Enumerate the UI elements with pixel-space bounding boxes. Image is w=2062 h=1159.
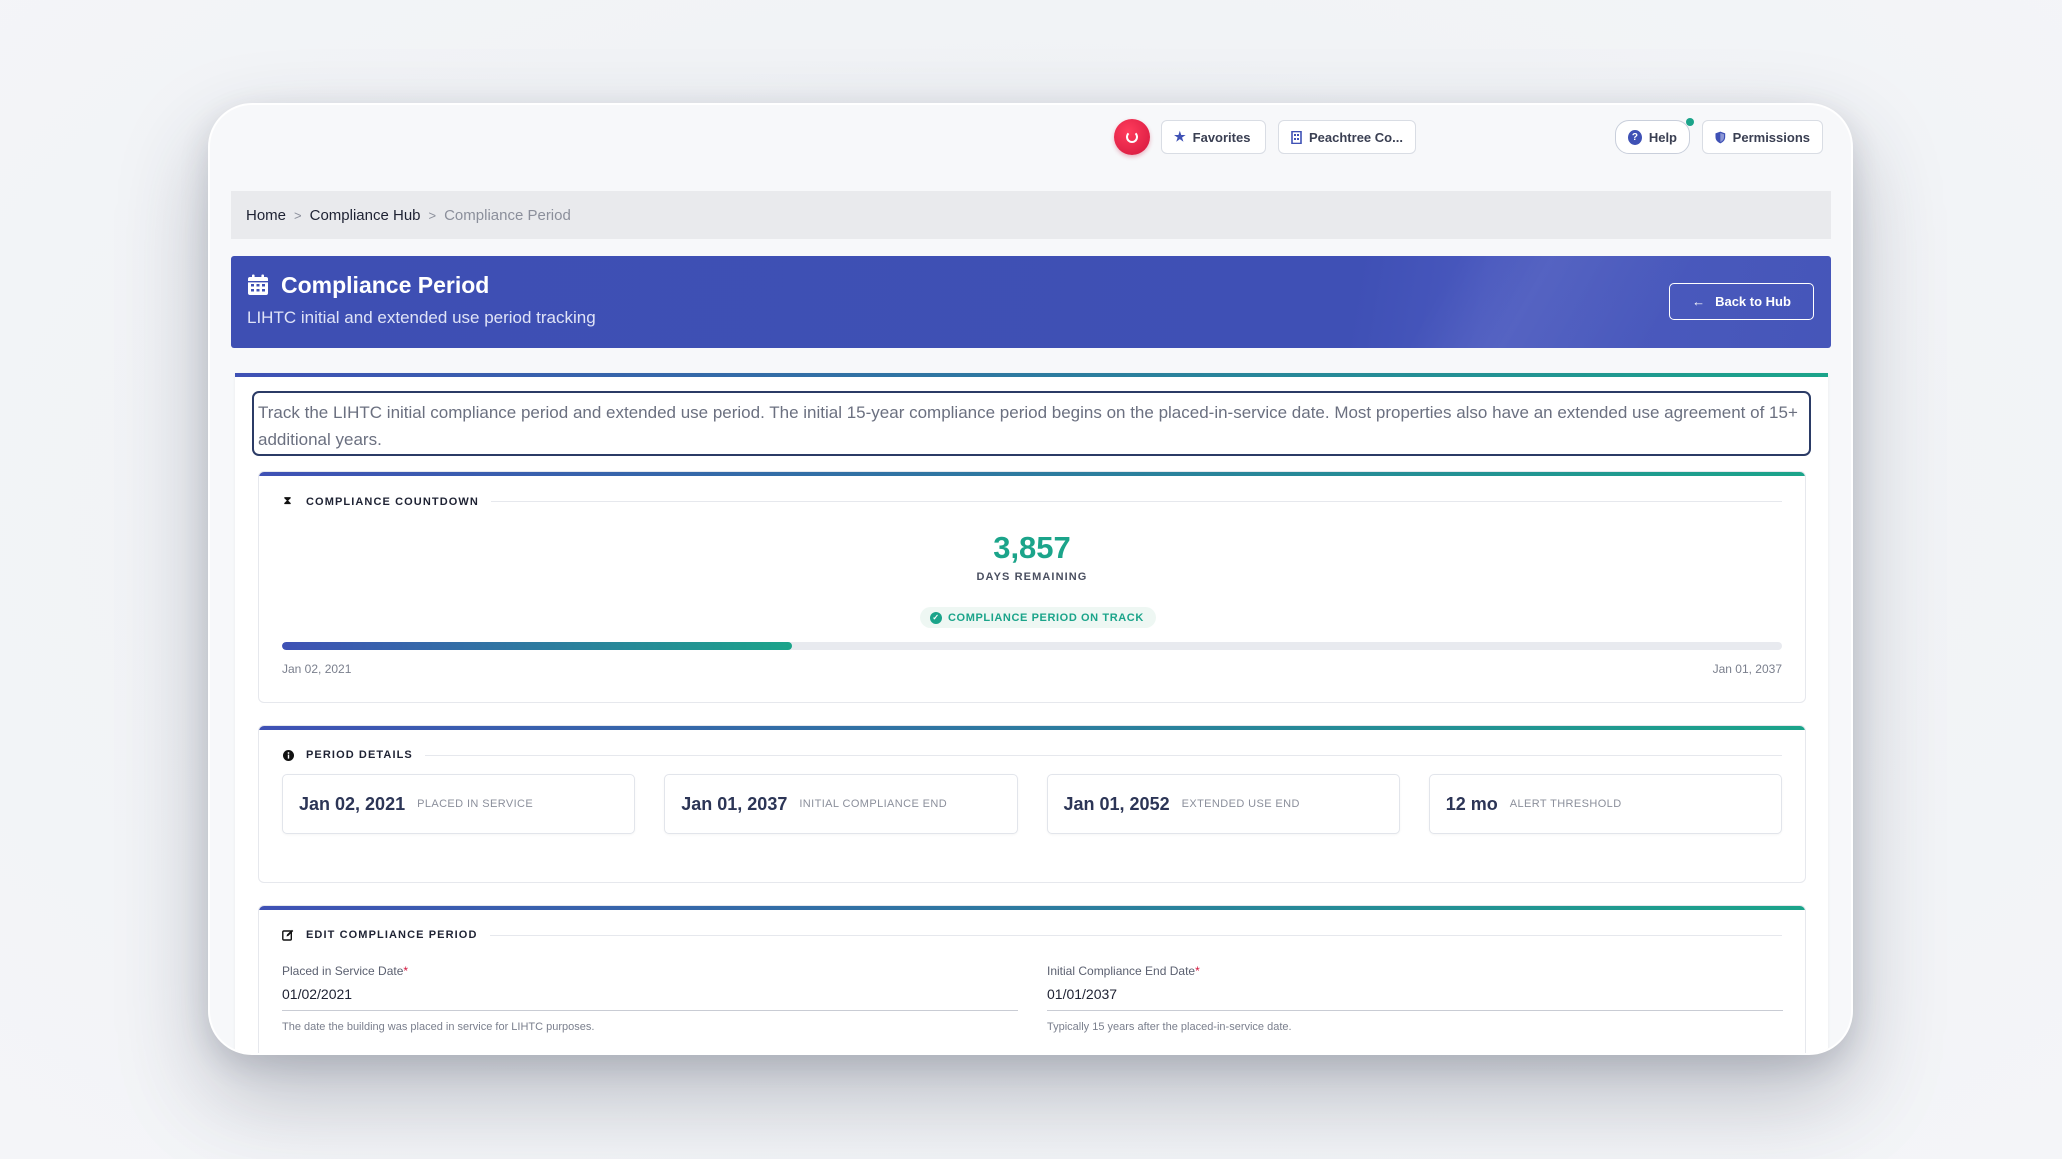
days-remaining-value: 3,857 <box>993 530 1071 565</box>
field-label-text: Initial Compliance End Date <box>1047 964 1196 978</box>
detail-value: Jan 01, 2052 <box>1063 793 1170 814</box>
notification-dot <box>1686 118 1694 126</box>
required-marker: * <box>1195 964 1200 978</box>
hourglass-icon: ⧗ <box>283 495 293 507</box>
permissions-button[interactable]: Permissions <box>1702 120 1823 154</box>
heading-divider <box>489 934 1782 936</box>
info-circle-icon <box>282 749 294 761</box>
field-help-text: The date the building was placed in serv… <box>282 1021 595 1033</box>
required-marker: * <box>403 964 409 978</box>
shield-icon <box>1715 131 1726 143</box>
placed-in-service-field: Placed in Service Date* The date the bui… <box>282 964 1018 1033</box>
edit-heading: EDIT COMPLIANCE PERIOD <box>306 929 478 941</box>
brand-logo-icon[interactable] <box>1114 119 1150 155</box>
progress-end-date: Jan 01, 2037 <box>1712 662 1782 676</box>
heading-divider <box>490 501 1782 502</box>
top-bar: ★ Favorites Peachtree Co... ? Help Permi… <box>210 105 1851 185</box>
organization-label: Peachtree Co... <box>1309 129 1403 145</box>
detail-extended-use-end: Jan 01, 2052 EXTENDED USE END <box>1046 774 1400 834</box>
help-button[interactable]: ? Help <box>1615 120 1690 154</box>
star-icon: ★ <box>1174 129 1186 144</box>
back-to-hub-button[interactable]: ← Back to Hub <box>1669 283 1814 320</box>
details-heading: PERIOD DETAILS <box>306 749 413 761</box>
detail-label: INITIAL COMPLIANCE END <box>799 798 948 810</box>
detail-value: Jan 01, 2037 <box>681 793 788 814</box>
edit-compliance-period-section: EDIT COMPLIANCE PERIOD Placed in Service… <box>258 905 1806 1053</box>
intro-description: Track the LIHTC initial compliance perio… <box>252 391 1811 456</box>
section-heading: ⧗ COMPLIANCE COUNTDOWN <box>282 495 1782 508</box>
breadcrumb: Home > Compliance Hub > Compliance Perio… <box>231 191 1831 239</box>
arrow-left-icon: ← <box>1692 294 1706 309</box>
permissions-label: Permissions <box>1732 129 1810 145</box>
page-title: Compliance Period <box>281 272 490 298</box>
breadcrumb-current: Compliance Period <box>444 206 571 224</box>
status-badge: ✓ COMPLIANCE PERIOD ON TRACK <box>920 607 1156 628</box>
placed-in-service-input[interactable] <box>282 984 1018 1011</box>
field-label: Placed in Service Date* <box>282 964 1018 978</box>
page-subtitle: LIHTC initial and extended use period tr… <box>247 308 596 327</box>
heading-divider <box>424 754 1782 756</box>
app-window: ★ Favorites Peachtree Co... ? Help Permi… <box>208 103 1853 1055</box>
check-circle-icon: ✓ <box>930 611 942 624</box>
breadcrumb-separator: > <box>428 207 437 223</box>
breadcrumb-home[interactable]: Home <box>246 206 287 224</box>
detail-label: EXTENDED USE END <box>1181 798 1300 810</box>
detail-value: Jan 02, 2021 <box>299 793 406 814</box>
countdown-heading: COMPLIANCE COUNTDOWN <box>306 495 479 508</box>
progress-start-date: Jan 02, 2021 <box>282 662 352 676</box>
section-heading: EDIT COMPLIANCE PERIOD <box>282 929 1782 941</box>
help-label: Help <box>1648 129 1677 145</box>
building-icon <box>1291 130 1302 144</box>
favorites-label: Favorites <box>1192 129 1251 145</box>
edit-icon <box>282 929 294 941</box>
organization-selector[interactable]: Peachtree Co... <box>1278 120 1416 154</box>
detail-label: PLACED IN SERVICE <box>417 798 534 810</box>
detail-label: ALERT THRESHOLD <box>1509 798 1622 810</box>
initial-compliance-end-input[interactable] <box>1047 984 1783 1011</box>
breadcrumb-compliance-hub[interactable]: Compliance Hub <box>309 206 421 224</box>
progress-fill <box>282 642 792 650</box>
field-label-text: Placed in Service Date <box>282 964 404 978</box>
compliance-countdown-section: ⧗ COMPLIANCE COUNTDOWN 3,857 DAYS REMAIN… <box>258 471 1806 703</box>
compliance-progress-bar <box>282 642 1782 650</box>
detail-value: 12 mo <box>1445 793 1498 814</box>
back-to-hub-label: Back to Hub <box>1715 294 1791 309</box>
initial-compliance-end-field: Initial Compliance End Date* Typically 1… <box>1047 964 1783 1033</box>
details-grid: Jan 02, 2021 PLACED IN SERVICE Jan 01, 2… <box>282 774 1782 834</box>
page-header: Compliance Period LIHTC initial and exte… <box>231 256 1831 348</box>
breadcrumb-separator: > <box>294 207 302 223</box>
field-label: Initial Compliance End Date* <box>1047 964 1783 978</box>
detail-alert-threshold: 12 mo ALERT THRESHOLD <box>1428 774 1782 834</box>
main-card: Track the LIHTC initial compliance perio… <box>235 373 1828 1053</box>
field-help-text: Typically 15 years after the placed-in-s… <box>1047 1021 1292 1033</box>
days-remaining-label: DAYS REMAINING <box>976 571 1088 583</box>
detail-initial-compliance-end: Jan 01, 2037 INITIAL COMPLIANCE END <box>664 774 1018 834</box>
section-heading: PERIOD DETAILS <box>282 749 1782 761</box>
favorites-button[interactable]: ★ Favorites <box>1161 120 1266 154</box>
period-details-section: PERIOD DETAILS Jan 02, 2021 PLACED IN SE… <box>258 725 1806 883</box>
detail-placed-in-service: Jan 02, 2021 PLACED IN SERVICE <box>282 774 636 834</box>
question-circle-icon: ? <box>1628 129 1642 145</box>
status-text: COMPLIANCE PERIOD ON TRACK <box>948 611 1144 624</box>
calendar-icon <box>248 274 268 295</box>
